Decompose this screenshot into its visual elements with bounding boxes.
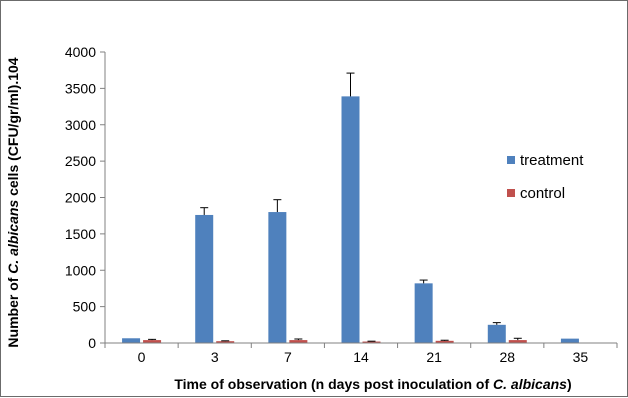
treatment-bar — [122, 338, 141, 343]
control-bar — [362, 341, 381, 343]
treatment-bar — [414, 283, 433, 343]
x-tick-label: 35 — [573, 349, 589, 365]
x-tick-label: 3 — [211, 349, 219, 365]
control-legend-swatch — [507, 189, 515, 197]
control-bar — [289, 340, 308, 343]
y-tick-label: 2500 — [65, 153, 96, 169]
y-tick-label: 0 — [88, 335, 96, 351]
treatment-legend-swatch — [507, 156, 515, 164]
x-tick-label: 0 — [138, 349, 146, 365]
control-legend-label: control — [520, 185, 565, 202]
treatment-bar — [560, 338, 579, 343]
y-tick-label: 1000 — [65, 262, 96, 278]
y-axis-label: Number of C. albicans cells (CFU/gr/ml).… — [5, 57, 21, 347]
y-axis-ticks: 0 500 1000 1500 2000 2500 3000 3500 4000 — [65, 44, 105, 351]
error-bars-group — [148, 72, 522, 342]
control-bar — [216, 341, 235, 343]
y-tick-label: 500 — [73, 299, 97, 315]
bars-group — [122, 96, 579, 343]
y-tick-label: 2000 — [65, 190, 96, 206]
control-bar — [435, 340, 454, 343]
x-tick-label: 7 — [284, 349, 292, 365]
y-tick-label: 3500 — [65, 80, 96, 96]
x-axis-ticks: 0 3 7 14 21 28 35 — [104, 343, 618, 365]
x-axis-label: Time of observation (n days post inocula… — [174, 376, 571, 392]
treatment-legend-label: treatment — [520, 152, 584, 169]
treatment-bar — [487, 324, 506, 343]
control-bar — [143, 340, 162, 343]
treatment-bar — [341, 96, 360, 343]
control-bar — [508, 340, 527, 343]
y-tick-label: 3000 — [65, 117, 96, 133]
treatment-bar — [268, 212, 287, 343]
y-tick-label: 1500 — [65, 226, 96, 242]
x-tick-label: 21 — [426, 349, 442, 365]
legend: treatment control — [507, 152, 584, 202]
y-tick-label: 4000 — [65, 44, 96, 60]
x-tick-label: 14 — [353, 349, 369, 365]
x-tick-label: 28 — [499, 349, 515, 365]
treatment-bar — [195, 214, 214, 343]
